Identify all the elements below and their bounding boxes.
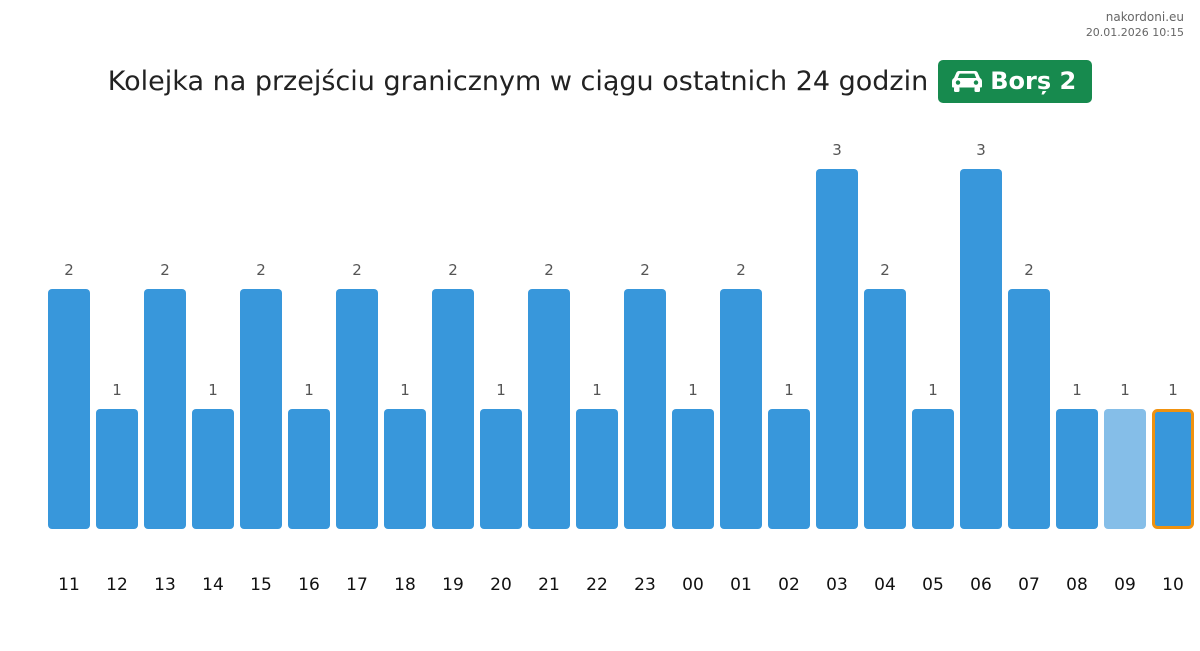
tick-label-22: 22	[586, 575, 608, 595]
bar-04[interactable]	[864, 289, 906, 529]
value-label-14: 1	[208, 381, 218, 399]
value-label-17: 2	[352, 261, 362, 279]
tick-label-06: 06	[970, 575, 992, 595]
bar-16[interactable]	[288, 409, 330, 529]
value-label-18: 1	[400, 381, 410, 399]
tick-label-19: 19	[442, 575, 464, 595]
value-label-05: 1	[928, 381, 938, 399]
source-timestamp: 20.01.2026 10:15	[1085, 26, 1184, 39]
header: Kolejka na przejściu granicznym w ciągu …	[0, 59, 1200, 103]
value-label-21: 2	[544, 261, 554, 279]
tick-label-12: 12	[106, 575, 128, 595]
tick-label-01: 01	[730, 575, 752, 595]
value-label-20: 1	[496, 381, 506, 399]
bar-01[interactable]	[720, 289, 762, 529]
tick-label-21: 21	[538, 575, 560, 595]
bar-05[interactable]	[912, 409, 954, 529]
tick-label-03: 03	[826, 575, 848, 595]
bar-13[interactable]	[144, 289, 186, 529]
bar-03[interactable]	[816, 169, 858, 529]
bar-07[interactable]	[1008, 289, 1050, 529]
value-label-07: 2	[1024, 261, 1034, 279]
tick-label-16: 16	[298, 575, 320, 595]
value-label-12: 1	[112, 381, 122, 399]
tick-label-17: 17	[346, 575, 368, 595]
tick-label-15: 15	[250, 575, 272, 595]
tick-label-04: 04	[874, 575, 896, 595]
value-label-00: 1	[688, 381, 698, 399]
bar-21[interactable]	[528, 289, 570, 529]
value-label-04: 2	[880, 261, 890, 279]
tick-label-00: 00	[682, 575, 704, 595]
value-label-02: 1	[784, 381, 794, 399]
tick-label-08: 08	[1066, 575, 1088, 595]
bar-20[interactable]	[480, 409, 522, 529]
bar-09[interactable]	[1104, 409, 1146, 529]
chart-title: Kolejka na przejściu granicznym w ciągu …	[107, 65, 929, 97]
tick-label-23: 23	[634, 575, 656, 595]
bar-18[interactable]	[384, 409, 426, 529]
bar-10[interactable]	[1152, 409, 1194, 529]
bar-06[interactable]	[960, 169, 1002, 529]
value-label-10: 1	[1168, 381, 1178, 399]
value-label-09: 1	[1120, 381, 1130, 399]
bar-23[interactable]	[624, 289, 666, 529]
value-label-15: 2	[256, 261, 266, 279]
tick-label-02: 02	[778, 575, 800, 595]
source-info: nakordoni.eu 20.01.2026 10:15	[1086, 9, 1184, 41]
border-crossing-badge: Borș 2	[938, 59, 1093, 103]
bar-22[interactable]	[576, 409, 618, 529]
bar-12[interactable]	[96, 409, 138, 529]
bar-17[interactable]	[336, 289, 378, 529]
value-label-13: 2	[160, 261, 170, 279]
tick-label-13: 13	[154, 575, 176, 595]
value-label-11: 2	[64, 261, 74, 279]
tick-label-20: 20	[490, 575, 512, 595]
value-label-23: 2	[640, 261, 650, 279]
source-site[interactable]: nakordoni.eu	[1105, 10, 1184, 24]
tick-label-09: 09	[1114, 575, 1136, 595]
bar-08[interactable]	[1056, 409, 1098, 529]
tick-label-05: 05	[922, 575, 944, 595]
bar-11[interactable]	[48, 289, 90, 529]
tick-label-10: 10	[1162, 575, 1184, 595]
value-label-06: 3	[976, 141, 986, 159]
badge-label: Borș 2	[990, 67, 1077, 95]
value-label-19: 2	[448, 261, 458, 279]
tick-label-11: 11	[58, 575, 80, 595]
bar-00[interactable]	[672, 409, 714, 529]
value-label-16: 1	[304, 381, 314, 399]
tick-label-14: 14	[202, 575, 224, 595]
car-icon	[952, 69, 983, 93]
value-label-03: 3	[832, 141, 842, 159]
value-label-22: 1	[592, 381, 602, 399]
bar-14[interactable]	[192, 409, 234, 529]
tick-label-18: 18	[394, 575, 416, 595]
bar-19[interactable]	[432, 289, 474, 529]
bar-15[interactable]	[240, 289, 282, 529]
value-label-08: 1	[1072, 381, 1082, 399]
tick-label-07: 07	[1018, 575, 1040, 595]
bar-02[interactable]	[768, 409, 810, 529]
value-label-01: 2	[736, 261, 746, 279]
